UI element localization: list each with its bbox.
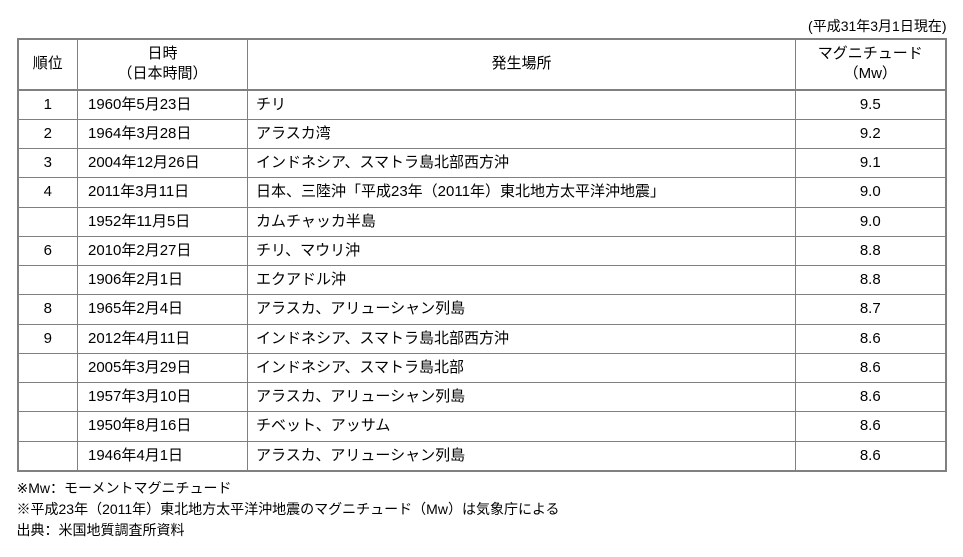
cell-location: 日本、三陸沖「平成23年（2011年）東北地方太平洋沖地震」 <box>248 178 796 207</box>
cell-magnitude: 9.1 <box>796 149 946 178</box>
cell-magnitude: 8.6 <box>796 324 946 353</box>
cell-location: インドネシア、スマトラ島北部西方沖 <box>248 149 796 178</box>
cell-date: 2012年4月11日 <box>78 324 248 353</box>
earthquake-ranking-table: 順位 日時 （日本時間） 発生場所 マグニチュード （Mw） 11960年5月2… <box>17 38 947 472</box>
cell-location: チリ <box>248 90 796 120</box>
table-row: 1950年8月16日チベット、アッサム8.6 <box>18 412 946 441</box>
cell-rank <box>18 266 78 295</box>
cell-rank <box>18 412 78 441</box>
table-row: 32004年12月26日インドネシア、スマトラ島北部西方沖9.1 <box>18 149 946 178</box>
cell-magnitude: 8.6 <box>796 383 946 412</box>
col-header-mw-line2: （Mw） <box>804 64 937 84</box>
cell-date: 1946年4月1日 <box>78 441 248 471</box>
col-header-date: 日時 （日本時間） <box>78 39 248 90</box>
cell-rank: 2 <box>18 119 78 148</box>
cell-date: 2010年2月27日 <box>78 236 248 265</box>
cell-location: カムチャッカ半島 <box>248 207 796 236</box>
cell-magnitude: 9.2 <box>796 119 946 148</box>
cell-location: アラスカ湾 <box>248 119 796 148</box>
cell-rank <box>18 441 78 471</box>
col-header-rank: 順位 <box>18 39 78 90</box>
cell-rank <box>18 207 78 236</box>
cell-magnitude: 8.6 <box>796 412 946 441</box>
cell-location: エクアドル沖 <box>248 266 796 295</box>
cell-rank <box>18 383 78 412</box>
cell-rank: 3 <box>18 149 78 178</box>
table-row: 1906年2月1日エクアドル沖8.8 <box>18 266 946 295</box>
cell-rank: 9 <box>18 324 78 353</box>
cell-rank: 6 <box>18 236 78 265</box>
cell-location: インドネシア、スマトラ島北部 <box>248 353 796 382</box>
cell-magnitude: 8.6 <box>796 353 946 382</box>
cell-rank <box>18 353 78 382</box>
cell-date: 2005年3月29日 <box>78 353 248 382</box>
table-row: 1957年3月10日アラスカ、アリューシャン列島8.6 <box>18 383 946 412</box>
cell-location: アラスカ、アリューシャン列島 <box>248 295 796 324</box>
col-header-date-line1: 日時 <box>147 45 177 62</box>
cell-date: 1965年2月4日 <box>78 295 248 324</box>
table-row: 1946年4月1日アラスカ、アリューシャン列島8.6 <box>18 441 946 471</box>
cell-magnitude: 8.7 <box>796 295 946 324</box>
footnote-jma: ※平成23年（2011年）東北地方太平洋沖地震のマグニチュード（Mw）は気象庁に… <box>17 499 947 520</box>
caption-as-of-date: (平成31年3月1日現在) <box>17 16 947 36</box>
cell-date: 1950年8月16日 <box>78 412 248 441</box>
cell-rank: 1 <box>18 90 78 120</box>
table-header-row: 順位 日時 （日本時間） 発生場所 マグニチュード （Mw） <box>18 39 946 90</box>
cell-magnitude: 9.0 <box>796 178 946 207</box>
cell-date: 1957年3月10日 <box>78 383 248 412</box>
table-row: 92012年4月11日インドネシア、スマトラ島北部西方沖8.6 <box>18 324 946 353</box>
cell-location: チベット、アッサム <box>248 412 796 441</box>
cell-date: 2004年12月26日 <box>78 149 248 178</box>
cell-location: インドネシア、スマトラ島北部西方沖 <box>248 324 796 353</box>
cell-magnitude: 9.5 <box>796 90 946 120</box>
cell-magnitude: 8.8 <box>796 236 946 265</box>
table-row: 42011年3月11日日本、三陸沖「平成23年（2011年）東北地方太平洋沖地震… <box>18 178 946 207</box>
cell-magnitude: 9.0 <box>796 207 946 236</box>
cell-location: チリ、マウリ沖 <box>248 236 796 265</box>
footnote-mw-definition: ※Mw：モーメントマグニチュード <box>17 478 947 499</box>
col-header-mw-line1: マグニチュード <box>818 45 923 62</box>
cell-location: アラスカ、アリューシャン列島 <box>248 383 796 412</box>
cell-rank: 8 <box>18 295 78 324</box>
table-row: 2005年3月29日インドネシア、スマトラ島北部8.6 <box>18 353 946 382</box>
cell-date: 1960年5月23日 <box>78 90 248 120</box>
footnote-source: 出典：米国地質調査所資料 <box>17 520 947 541</box>
table-row: 81965年2月4日アラスカ、アリューシャン列島8.7 <box>18 295 946 324</box>
table-row: 1952年11月5日カムチャッカ半島9.0 <box>18 207 946 236</box>
cell-rank: 4 <box>18 178 78 207</box>
cell-date: 1906年2月1日 <box>78 266 248 295</box>
col-header-mw: マグニチュード （Mw） <box>796 39 946 90</box>
footnotes: ※Mw：モーメントマグニチュード ※平成23年（2011年）東北地方太平洋沖地震… <box>17 478 947 541</box>
table-body: 11960年5月23日チリ9.521964年3月28日アラスカ湾9.232004… <box>18 90 946 471</box>
col-header-date-line2: （日本時間） <box>86 64 239 84</box>
col-header-location: 発生場所 <box>248 39 796 90</box>
cell-date: 2011年3月11日 <box>78 178 248 207</box>
table-row: 21964年3月28日アラスカ湾9.2 <box>18 119 946 148</box>
cell-date: 1964年3月28日 <box>78 119 248 148</box>
cell-location: アラスカ、アリューシャン列島 <box>248 441 796 471</box>
table-row: 62010年2月27日チリ、マウリ沖8.8 <box>18 236 946 265</box>
cell-magnitude: 8.8 <box>796 266 946 295</box>
cell-date: 1952年11月5日 <box>78 207 248 236</box>
table-row: 11960年5月23日チリ9.5 <box>18 90 946 120</box>
cell-magnitude: 8.6 <box>796 441 946 471</box>
